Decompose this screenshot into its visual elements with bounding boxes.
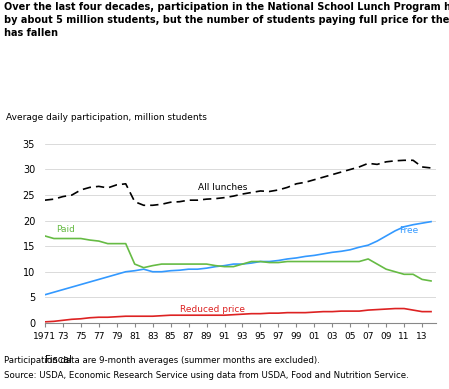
- Text: Fiscal: Fiscal: [45, 355, 72, 365]
- Text: Participation data are 9-month averages (summer months are excluded).: Participation data are 9-month averages …: [4, 356, 320, 365]
- Text: Source: USDA, Economic Research Service using data from USDA, Food and Nutrition: Source: USDA, Economic Research Service …: [4, 371, 409, 380]
- Text: Free: Free: [400, 226, 419, 235]
- Text: Paid: Paid: [57, 225, 75, 235]
- Text: Average daily participation, million students: Average daily participation, million stu…: [6, 114, 207, 123]
- Text: Over the last four decades, participation in the National School Lunch Program h: Over the last four decades, participatio…: [4, 2, 449, 39]
- Text: All lunches: All lunches: [198, 184, 247, 193]
- Text: Reduced price: Reduced price: [180, 305, 245, 314]
